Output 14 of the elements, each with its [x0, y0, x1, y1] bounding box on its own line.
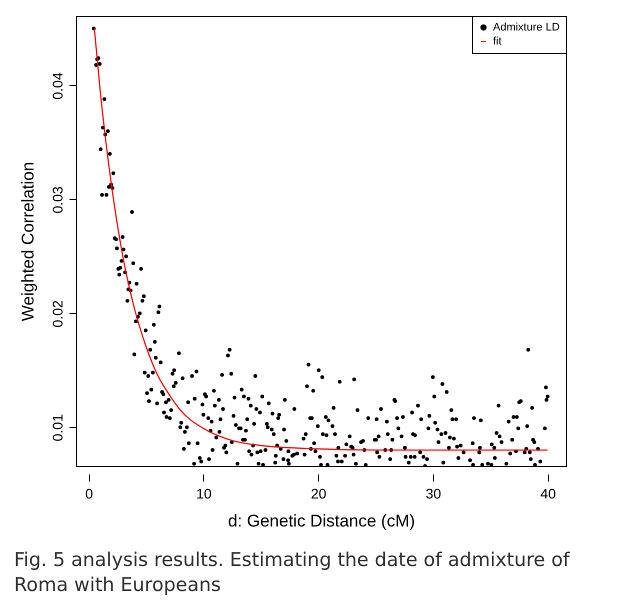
y-tick-label: 0.04 [50, 72, 66, 100]
x-axis-title: d: Genetic Distance (cM) [228, 512, 416, 530]
caption: Fig. 5 analysis results. Estimating the date of admixture of Roma with Europeans [14, 548, 571, 598]
y-tick-label: 0.02 [50, 300, 66, 328]
y-axis-title: Weighted Correlation [18, 162, 38, 322]
legend-label: fit [493, 36, 502, 48]
x-tick-label: 10 [196, 486, 212, 502]
legend-label: Admixture LD [493, 22, 560, 34]
x-tick-label: 30 [426, 486, 442, 502]
y-tick-label: 0.03 [50, 186, 66, 214]
x-tick-label: 40 [540, 486, 556, 502]
x-tick-label: 20 [310, 486, 327, 502]
x-tick-label: 0 [85, 486, 94, 502]
y-tick-label: 0.01 [50, 414, 66, 442]
